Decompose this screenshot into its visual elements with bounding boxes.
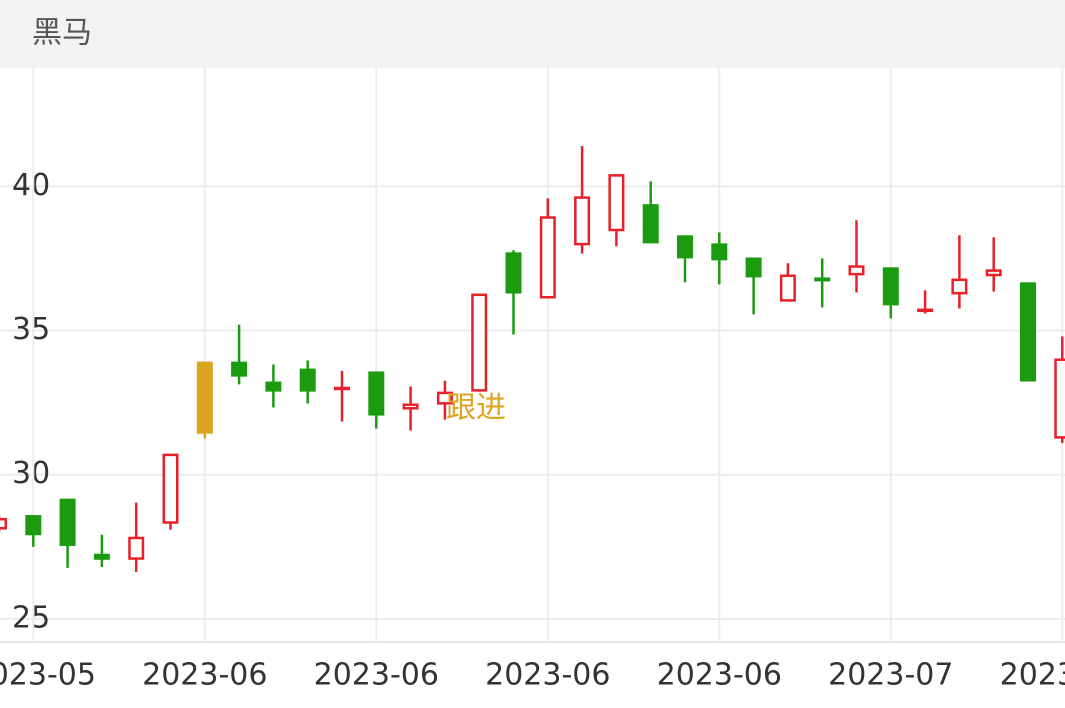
x-tick-label: 2023-07: [1000, 658, 1065, 693]
candle-body: [471, 293, 488, 392]
candle-body: [162, 453, 179, 524]
y-tick-label: 25: [12, 600, 50, 635]
candle-body: [436, 391, 453, 405]
candle-body: [677, 235, 693, 259]
candle-body: [505, 252, 522, 294]
candle-body: [93, 553, 110, 560]
x-tick-label: 2023-07: [828, 658, 953, 693]
candle-body: [848, 265, 865, 276]
candle-body: [711, 243, 728, 261]
candle-body: [196, 361, 213, 434]
candle-body: [402, 403, 419, 410]
candle-body: [231, 361, 248, 377]
candle-body: [128, 536, 145, 560]
candle-body: [25, 515, 42, 536]
candle-body: [1054, 358, 1065, 439]
x-tick-label: 2023-05: [0, 658, 96, 693]
candle-body: [779, 274, 796, 302]
candle-body: [951, 278, 968, 295]
x-tick-label: 2023-06: [142, 658, 267, 693]
candle-body: [642, 204, 659, 244]
candle-body: [265, 381, 282, 392]
candle-body: [745, 257, 762, 278]
candle-body: [299, 368, 316, 392]
x-tick-label: 2023-06: [314, 658, 439, 693]
candle-body: [1020, 282, 1036, 382]
candle-body: [539, 216, 556, 299]
candle-body: [917, 308, 934, 313]
y-tick-label: 30: [12, 456, 50, 491]
candle-body: [368, 371, 385, 416]
x-tick-label: 2023-06: [657, 658, 782, 693]
annotation: 跟进: [446, 391, 506, 426]
candle-body: [882, 267, 899, 306]
y-tick-label: 40: [12, 168, 50, 203]
x-tick-label: 2023-06: [485, 658, 610, 693]
candle-body: [985, 269, 1002, 277]
candle-body: [59, 498, 76, 546]
candle-body: [574, 196, 591, 246]
candle-body: [608, 174, 625, 232]
chart-title: 黑马: [32, 16, 92, 51]
y-tick-label: 35: [12, 312, 50, 347]
candle-body: [814, 277, 831, 282]
candle-body: [334, 386, 350, 391]
header-bar: [0, 0, 1065, 68]
candle-body: [0, 517, 7, 530]
